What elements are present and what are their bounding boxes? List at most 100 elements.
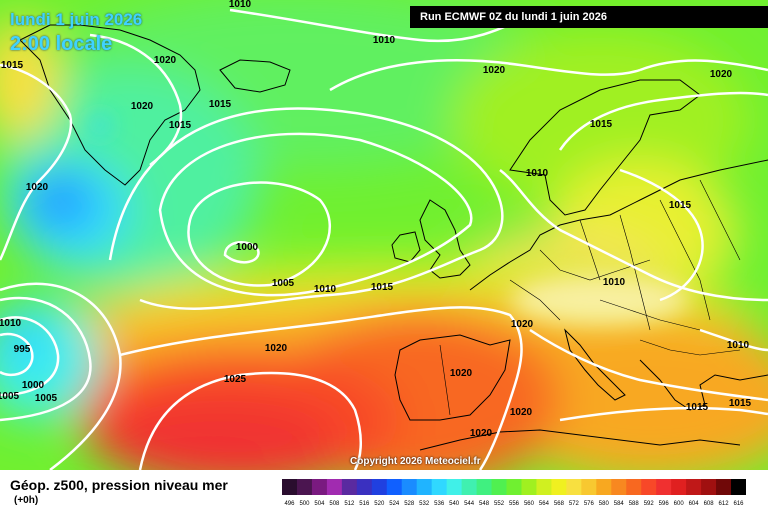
legend-swatch [626, 479, 642, 495]
legend-swatch [476, 479, 493, 495]
isobar-label: 1010 [314, 284, 337, 295]
isobar-label: 1010 [0, 318, 22, 329]
legend-tick-label: 540 [449, 501, 460, 507]
legend-swatch [566, 479, 582, 495]
isobar-1015-europe [619, 168, 704, 302]
iberia-coast [394, 334, 511, 421]
britain-coast [419, 199, 471, 279]
legend-swatch [356, 479, 373, 495]
borders [439, 179, 741, 416]
legend-tick-label: 520 [374, 501, 385, 507]
isobar-label: 1020 [511, 319, 534, 330]
run-info: Run ECMWF 0Z du lundi 1 juin 2026 [410, 6, 768, 28]
isobar-label: 1015 [1, 60, 24, 71]
legend-tick-label: 500 [299, 501, 310, 507]
isobar-label: 1020 [470, 428, 493, 439]
forecast-local-time: 2:00 locale [10, 33, 113, 55]
isobar-1010-east [699, 328, 768, 352]
legend-swatch [701, 479, 717, 495]
legend-tick-label: 576 [584, 501, 595, 507]
europe-coast [469, 159, 768, 291]
legend-tick-label: 532 [419, 501, 430, 507]
legend-tick-label: 580 [599, 501, 610, 507]
isobar-label: 1020 [26, 182, 49, 193]
legend-swatch [551, 479, 567, 495]
geopotential-field [0, 0, 768, 470]
legend-swatch [386, 479, 403, 495]
isobar-label: 1015 [590, 119, 613, 130]
weather-map: 1010 1010 1015 1020 1020 1020 1020 1015 … [0, 0, 768, 470]
legend-tick-label: 496 [284, 501, 295, 507]
legend-tick-label: 564 [539, 501, 550, 507]
isobar-label: 1020 [450, 368, 473, 379]
legend-tick-label: 512 [344, 501, 355, 507]
isobar-label: 995 [14, 344, 31, 355]
legend-swatch [671, 479, 687, 495]
isobar-995-low [0, 332, 34, 377]
isobar-label: 1020 [483, 65, 506, 76]
legend-tick-label: 508 [329, 501, 340, 507]
legend-tick-label: 544 [464, 501, 475, 507]
isobar-label: 1000 [236, 242, 259, 253]
isobar-1010-europe [499, 169, 768, 302]
isobar-1020-arctic [639, 59, 768, 72]
isobar-1005-low [187, 181, 332, 287]
isobar-1015-med [559, 406, 768, 422]
isobar-1005-low-w [0, 296, 92, 422]
legend-tick-label: 504 [314, 501, 325, 507]
scandinavia-coast [509, 79, 701, 216]
isobar-1025 [138, 371, 362, 470]
isobar-label: 1020 [710, 69, 733, 80]
legend-tick-label: 588 [629, 501, 640, 507]
isobar-label: 1015 [729, 398, 752, 409]
isobar-label: 1010 [727, 340, 750, 351]
legend-swatch [581, 479, 597, 495]
isobar-label: 1025 [224, 374, 247, 385]
isobar-1015-greenland [0, 63, 73, 261]
isobar-label: 1005 [272, 278, 295, 289]
isobar-1010-low-w [0, 282, 122, 470]
legend-swatch [536, 479, 552, 495]
legend-swatch [686, 479, 702, 495]
legend-tick-label: 548 [479, 501, 490, 507]
isobar-1010-low [158, 132, 473, 297]
forecast-date: lundi 1 juin 2026 [10, 10, 143, 29]
legend-tick-label: 536 [434, 501, 445, 507]
isobar-label: 1000 [22, 380, 45, 391]
legend-tick-label: 600 [674, 501, 685, 507]
legend-swatch [596, 479, 612, 495]
legend-swatch [431, 479, 448, 495]
isobar-label: 1020 [510, 407, 533, 418]
legend-swatch [716, 479, 732, 495]
legend-tick-label: 556 [509, 501, 520, 507]
legend-swatch [491, 479, 508, 495]
iceland-coast [219, 59, 291, 93]
legend-swatch [641, 479, 657, 495]
isobar-labels: 1010 1010 1015 1020 1020 1020 1020 1015 … [0, 0, 752, 439]
isobar-1000-low [223, 241, 260, 264]
legend-swatch [371, 479, 388, 495]
forecast-offset: (+0h) [14, 495, 39, 506]
legend-swatch [296, 479, 313, 495]
isobar-label: 1010 [229, 0, 252, 10]
legend-swatch [341, 479, 358, 495]
isobar-1020-greenland [89, 33, 183, 166]
isobar-label: 1010 [526, 168, 549, 179]
legend-tick-label: 604 [689, 501, 700, 507]
legend-swatch [401, 479, 418, 495]
legend-swatch [506, 479, 522, 495]
isobar-label: 1010 [373, 35, 396, 46]
legend-swatch [656, 479, 672, 495]
legend-tick-label: 560 [524, 501, 535, 507]
isobar-1000-low-w [0, 316, 60, 397]
isobar-label: 1005 [0, 391, 20, 402]
legend-swatch [326, 479, 343, 495]
isobar-label: 1015 [169, 120, 192, 131]
legend-swatch [282, 479, 298, 495]
legend-swatch [461, 479, 478, 495]
isobar-label: 1015 [209, 99, 232, 110]
balkans-coast [639, 359, 768, 411]
copyright: Copyright 2026 Meteociel.fr [350, 456, 481, 467]
legend-tick-label: 568 [554, 501, 565, 507]
legend-tick-label: 524 [389, 501, 400, 507]
